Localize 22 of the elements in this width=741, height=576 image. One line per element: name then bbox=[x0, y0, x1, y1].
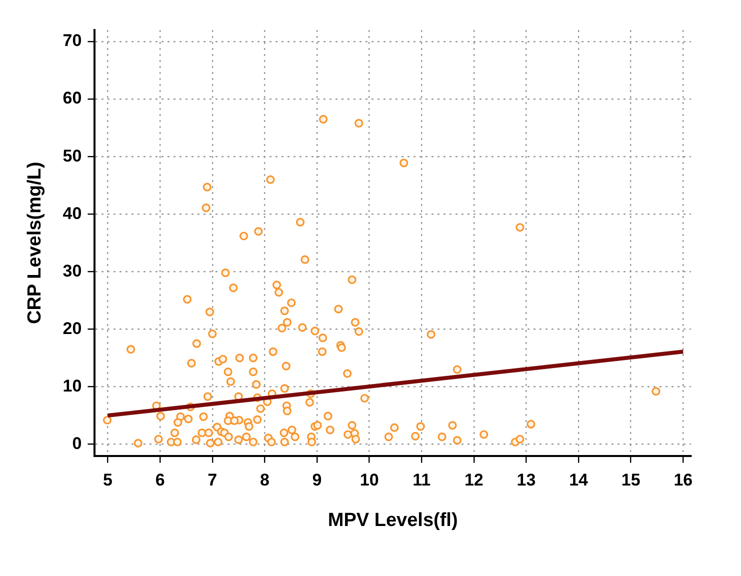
x-tick-label: 9 bbox=[312, 470, 322, 490]
y-tick-label: 30 bbox=[62, 261, 82, 280]
x-tick-label: 14 bbox=[569, 470, 589, 490]
y-tick-label: 60 bbox=[62, 88, 82, 108]
y-tick-label: 50 bbox=[62, 146, 82, 166]
y-tick-label: 10 bbox=[62, 376, 82, 396]
x-tick-label: 11 bbox=[412, 470, 431, 490]
y-tick-label: 70 bbox=[62, 31, 82, 50]
x-tick-label: 13 bbox=[516, 470, 536, 490]
x-tick-label: 12 bbox=[464, 470, 484, 490]
x-tick-label: 6 bbox=[155, 470, 165, 490]
x-tick-label: 7 bbox=[208, 470, 218, 490]
x-tick-label: 8 bbox=[260, 470, 270, 490]
y-tick-label: 20 bbox=[62, 318, 82, 338]
x-tick-label: 10 bbox=[360, 470, 379, 490]
y-tick-label: 40 bbox=[62, 204, 82, 223]
x-axis-title: MPV Levels(fl) bbox=[328, 510, 458, 531]
y-tick-label: 0 bbox=[72, 434, 82, 453]
y-axis-title: CRP Levels(mg/L) bbox=[24, 162, 46, 324]
x-tick-label: 16 bbox=[674, 470, 693, 490]
x-tick-label: 5 bbox=[103, 470, 113, 490]
x-tick-label: 15 bbox=[621, 470, 640, 490]
